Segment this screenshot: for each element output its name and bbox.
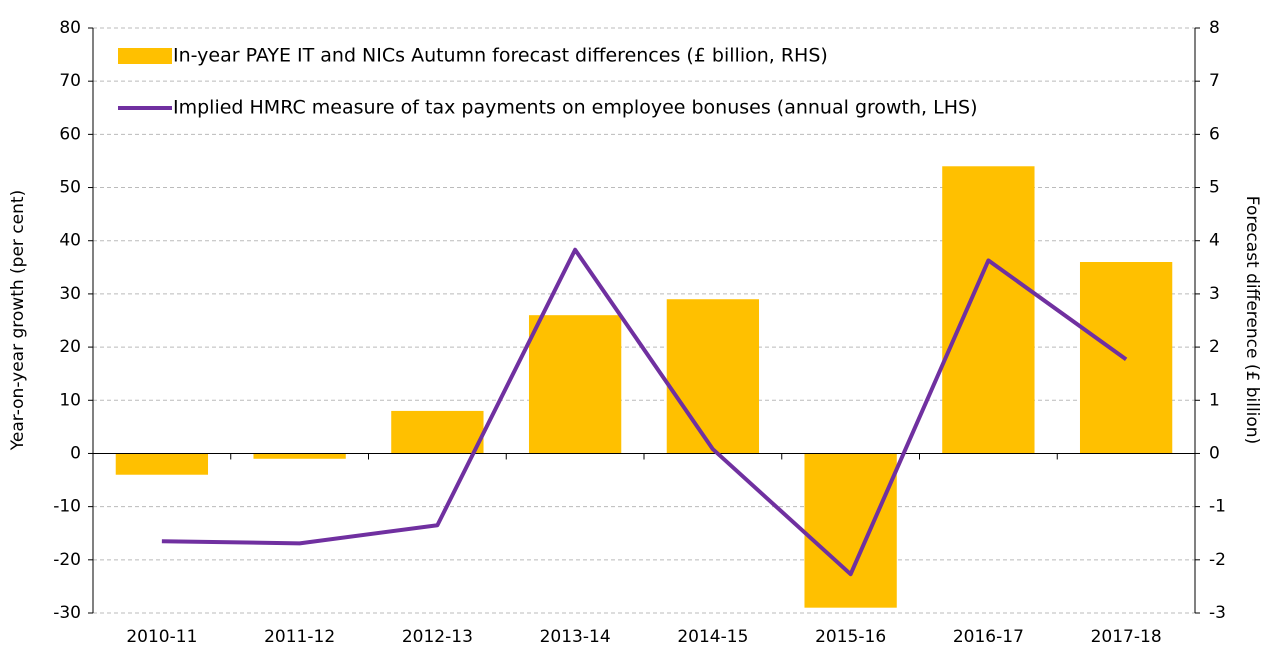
- bar: [528, 315, 622, 454]
- bar: [391, 410, 484, 454]
- y-tick-label: 10: [59, 390, 81, 410]
- x-tick-label: 2010-11: [126, 627, 197, 647]
- y-tick-label: -20: [53, 550, 81, 570]
- y-axis-label: Year-on-year growth (per cent): [8, 190, 28, 451]
- line: [161, 247, 1128, 577]
- y2-tick-label: -2: [1209, 550, 1226, 570]
- y2-tick-label: 6: [1209, 124, 1220, 144]
- legend-label: Implied HMRC measure of tax payments on …: [173, 97, 977, 119]
- y2-tick-label: 5: [1209, 178, 1220, 198]
- y2-tick-label: 7: [1209, 71, 1220, 91]
- y-tick-label: 80: [59, 18, 81, 38]
- y-tick-label: 50: [59, 178, 81, 198]
- x-tick-label: 2011-12: [264, 627, 335, 647]
- y2-tick-label: 1: [1209, 390, 1220, 410]
- y-tick-label: 20: [59, 337, 81, 357]
- y2-axis-label: Forecast difference (£ billion): [1242, 196, 1262, 444]
- y2-tick-label: 2: [1209, 337, 1220, 357]
- y2-tick-label: 8: [1209, 18, 1220, 38]
- bar: [804, 453, 897, 608]
- y2-tick-label: 3: [1209, 284, 1220, 304]
- x-tick-label: 2016-17: [953, 627, 1024, 647]
- legend-label: In-year PAYE IT and NICs Autumn forecast…: [173, 45, 828, 67]
- y2-tick-label: 4: [1209, 231, 1220, 251]
- bar: [253, 453, 346, 459]
- y-tick-label: 0: [70, 443, 81, 463]
- y-tick-label: -10: [53, 497, 81, 517]
- x-tick-label: 2017-18: [1091, 627, 1162, 647]
- y-tick-label: -30: [53, 603, 81, 623]
- y2-tick-label: 0: [1209, 443, 1220, 463]
- y-tick-label: 60: [59, 124, 81, 144]
- bar: [115, 453, 209, 475]
- legend-swatch: [118, 48, 172, 64]
- y2-tick-label: -3: [1209, 603, 1226, 623]
- x-tick-label: 2014-15: [677, 627, 748, 647]
- bar: [942, 166, 1035, 454]
- x-tick-label: 2015-16: [815, 627, 886, 647]
- y-tick-label: 30: [59, 284, 81, 304]
- x-tick-label: 2013-14: [540, 627, 611, 647]
- y2-tick-label: -1: [1209, 497, 1226, 517]
- bar: [666, 299, 760, 454]
- x-tick-label: 2012-13: [402, 627, 473, 647]
- y-tick-label: 70: [59, 71, 81, 91]
- y-tick-label: 40: [59, 231, 81, 251]
